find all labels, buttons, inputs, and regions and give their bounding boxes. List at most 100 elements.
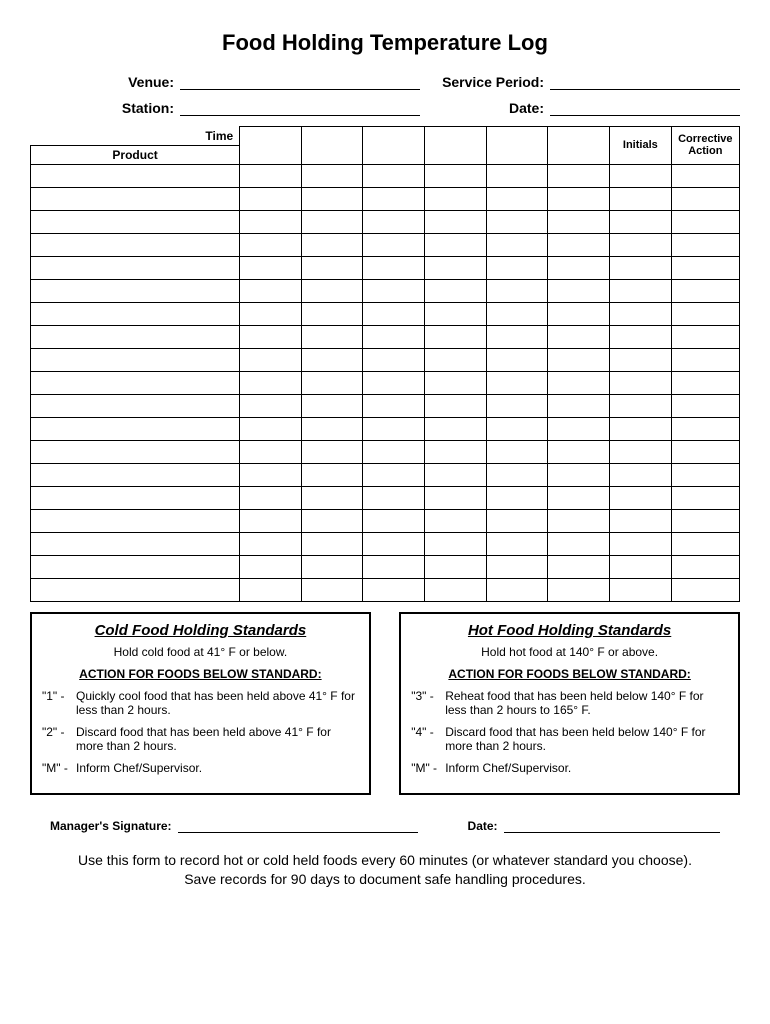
- table-cell[interactable]: [240, 256, 302, 279]
- table-cell[interactable]: [671, 210, 739, 233]
- table-cell[interactable]: [548, 348, 610, 371]
- table-cell[interactable]: [363, 279, 425, 302]
- table-cell[interactable]: [610, 348, 672, 371]
- table-cell[interactable]: [363, 509, 425, 532]
- table-cell[interactable]: [610, 256, 672, 279]
- table-cell[interactable]: [31, 532, 240, 555]
- table-cell[interactable]: [671, 233, 739, 256]
- table-cell[interactable]: [610, 532, 672, 555]
- table-cell[interactable]: [486, 302, 548, 325]
- table-cell[interactable]: [301, 164, 363, 187]
- table-cell[interactable]: [610, 509, 672, 532]
- table-cell[interactable]: [31, 325, 240, 348]
- table-cell[interactable]: [610, 486, 672, 509]
- table-cell[interactable]: [486, 164, 548, 187]
- table-cell[interactable]: [486, 440, 548, 463]
- table-cell[interactable]: [301, 348, 363, 371]
- table-cell[interactable]: [301, 279, 363, 302]
- table-cell[interactable]: [425, 555, 487, 578]
- table-cell[interactable]: [31, 509, 240, 532]
- table-cell[interactable]: [548, 325, 610, 348]
- table-cell[interactable]: [240, 509, 302, 532]
- table-cell[interactable]: [31, 279, 240, 302]
- table-cell[interactable]: [610, 302, 672, 325]
- table-cell[interactable]: [548, 509, 610, 532]
- table-cell[interactable]: [425, 486, 487, 509]
- time-col-header[interactable]: [548, 127, 610, 165]
- table-cell[interactable]: [486, 555, 548, 578]
- table-cell[interactable]: [425, 371, 487, 394]
- table-cell[interactable]: [301, 256, 363, 279]
- table-cell[interactable]: [301, 440, 363, 463]
- table-cell[interactable]: [240, 233, 302, 256]
- table-cell[interactable]: [610, 187, 672, 210]
- table-cell[interactable]: [240, 417, 302, 440]
- table-cell[interactable]: [671, 440, 739, 463]
- table-cell[interactable]: [486, 394, 548, 417]
- table-cell[interactable]: [671, 417, 739, 440]
- table-cell[interactable]: [548, 210, 610, 233]
- table-cell[interactable]: [610, 210, 672, 233]
- time-col-header[interactable]: [363, 127, 425, 165]
- table-cell[interactable]: [548, 417, 610, 440]
- sig-date-input[interactable]: [504, 819, 720, 833]
- table-cell[interactable]: [610, 555, 672, 578]
- table-cell[interactable]: [363, 302, 425, 325]
- table-cell[interactable]: [548, 555, 610, 578]
- table-cell[interactable]: [671, 187, 739, 210]
- table-cell[interactable]: [425, 463, 487, 486]
- time-col-header[interactable]: [240, 127, 302, 165]
- table-cell[interactable]: [31, 348, 240, 371]
- table-cell[interactable]: [548, 394, 610, 417]
- table-cell[interactable]: [671, 256, 739, 279]
- table-cell[interactable]: [425, 164, 487, 187]
- table-cell[interactable]: [486, 210, 548, 233]
- table-cell[interactable]: [240, 394, 302, 417]
- table-cell[interactable]: [425, 532, 487, 555]
- table-cell[interactable]: [671, 463, 739, 486]
- table-cell[interactable]: [425, 210, 487, 233]
- time-col-header[interactable]: [486, 127, 548, 165]
- table-cell[interactable]: [31, 302, 240, 325]
- table-cell[interactable]: [671, 486, 739, 509]
- table-cell[interactable]: [363, 256, 425, 279]
- table-cell[interactable]: [610, 164, 672, 187]
- table-cell[interactable]: [671, 164, 739, 187]
- table-cell[interactable]: [548, 532, 610, 555]
- table-cell[interactable]: [301, 325, 363, 348]
- table-cell[interactable]: [240, 325, 302, 348]
- table-cell[interactable]: [425, 187, 487, 210]
- table-cell[interactable]: [31, 578, 240, 601]
- table-cell[interactable]: [486, 256, 548, 279]
- table-cell[interactable]: [363, 371, 425, 394]
- table-cell[interactable]: [425, 348, 487, 371]
- table-cell[interactable]: [671, 302, 739, 325]
- table-cell[interactable]: [548, 302, 610, 325]
- table-cell[interactable]: [425, 256, 487, 279]
- table-cell[interactable]: [31, 371, 240, 394]
- table-cell[interactable]: [240, 348, 302, 371]
- table-cell[interactable]: [671, 348, 739, 371]
- table-cell[interactable]: [301, 532, 363, 555]
- table-cell[interactable]: [610, 279, 672, 302]
- table-cell[interactable]: [486, 578, 548, 601]
- time-col-header[interactable]: [301, 127, 363, 165]
- table-cell[interactable]: [610, 578, 672, 601]
- table-cell[interactable]: [31, 210, 240, 233]
- table-cell[interactable]: [301, 463, 363, 486]
- table-cell[interactable]: [31, 463, 240, 486]
- table-cell[interactable]: [425, 578, 487, 601]
- table-cell[interactable]: [610, 440, 672, 463]
- table-cell[interactable]: [301, 578, 363, 601]
- table-cell[interactable]: [301, 486, 363, 509]
- table-cell[interactable]: [486, 233, 548, 256]
- table-cell[interactable]: [425, 394, 487, 417]
- venue-input[interactable]: [180, 74, 420, 90]
- table-cell[interactable]: [610, 325, 672, 348]
- table-cell[interactable]: [363, 210, 425, 233]
- table-cell[interactable]: [610, 233, 672, 256]
- table-cell[interactable]: [301, 233, 363, 256]
- table-cell[interactable]: [610, 371, 672, 394]
- table-cell[interactable]: [486, 371, 548, 394]
- table-cell[interactable]: [363, 578, 425, 601]
